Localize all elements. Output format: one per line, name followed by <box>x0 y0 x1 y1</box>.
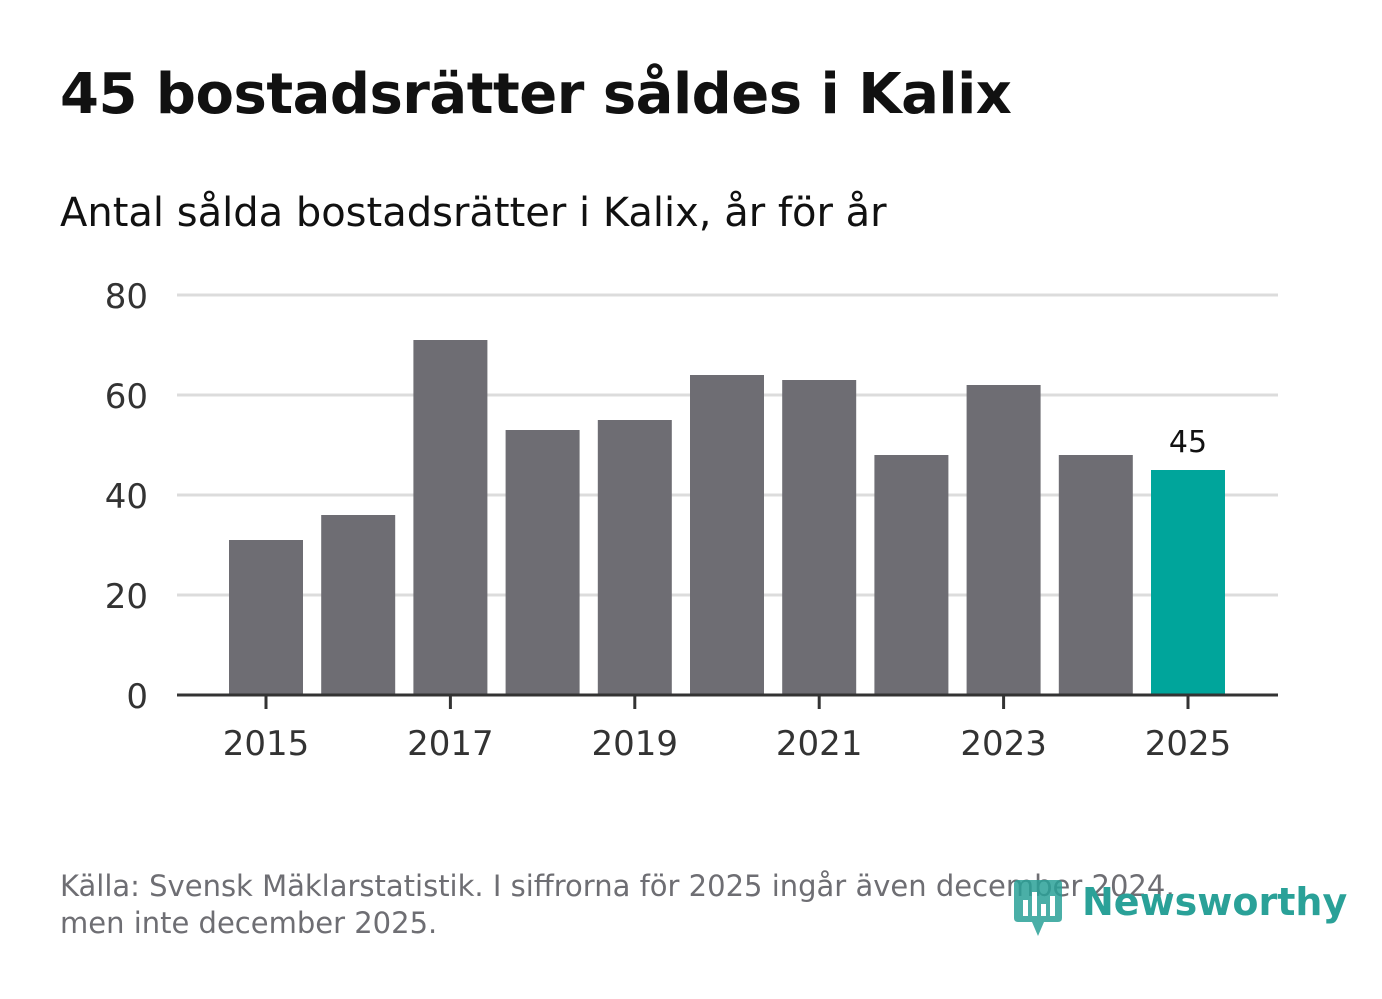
brand-name: Newsworthy <box>1082 880 1348 924</box>
chart-subtitle: Antal sålda bostadsrätter i Kalix, år fö… <box>60 190 887 236</box>
bar-2024 <box>1058 455 1133 695</box>
bar-2022 <box>874 455 949 695</box>
bar-2021 <box>782 380 857 695</box>
bar-2018 <box>505 430 580 695</box>
bar-2015 <box>229 540 303 695</box>
bar-2020 <box>690 375 764 695</box>
bar-2025 <box>1151 470 1225 695</box>
bar-2019 <box>597 420 672 695</box>
source-line-2: men inte december 2025. <box>60 906 438 940</box>
bar-chart: 0 20 40 60 80 2015 2017 2019 2021 2023 2025 45 <box>105 277 1278 764</box>
x-tick-label: 2023 <box>960 724 1047 764</box>
bars <box>229 340 1225 695</box>
y-tick-label: 20 <box>105 577 148 617</box>
source-note: Källa: Svensk Mäklarstatistik. I siffror… <box>60 868 1260 942</box>
newsworthy-brand: Newsworthy <box>1010 878 1347 942</box>
x-tick-label: 2019 <box>592 724 679 764</box>
y-tick-label: 0 <box>126 677 148 717</box>
chart-title: 45 bostadsrätter såldes i Kalix <box>60 62 1012 127</box>
data-label-2025: 45 <box>1169 425 1207 460</box>
y-axis-ticks: 0 20 40 60 80 <box>105 277 148 717</box>
bar-2023 <box>966 385 1041 695</box>
x-tick-label: 2017 <box>407 724 494 764</box>
x-tick-label: 2025 <box>1145 724 1232 764</box>
x-tick-label: 2021 <box>776 724 863 764</box>
bar-2016 <box>321 515 396 695</box>
bar-2017 <box>413 340 488 695</box>
y-tick-label: 60 <box>105 377 148 417</box>
data-labels: 45 <box>1169 425 1207 460</box>
source-line-1: Källa: Svensk Mäklarstatistik. I siffror… <box>60 869 1175 903</box>
x-axis-ticks: 2015 2017 2019 2021 2023 2025 <box>223 695 1232 764</box>
y-tick-label: 40 <box>105 477 148 517</box>
newsworthy-logo-icon <box>1014 880 1062 936</box>
y-tick-label: 80 <box>105 277 148 317</box>
x-tick-label: 2015 <box>223 724 310 764</box>
